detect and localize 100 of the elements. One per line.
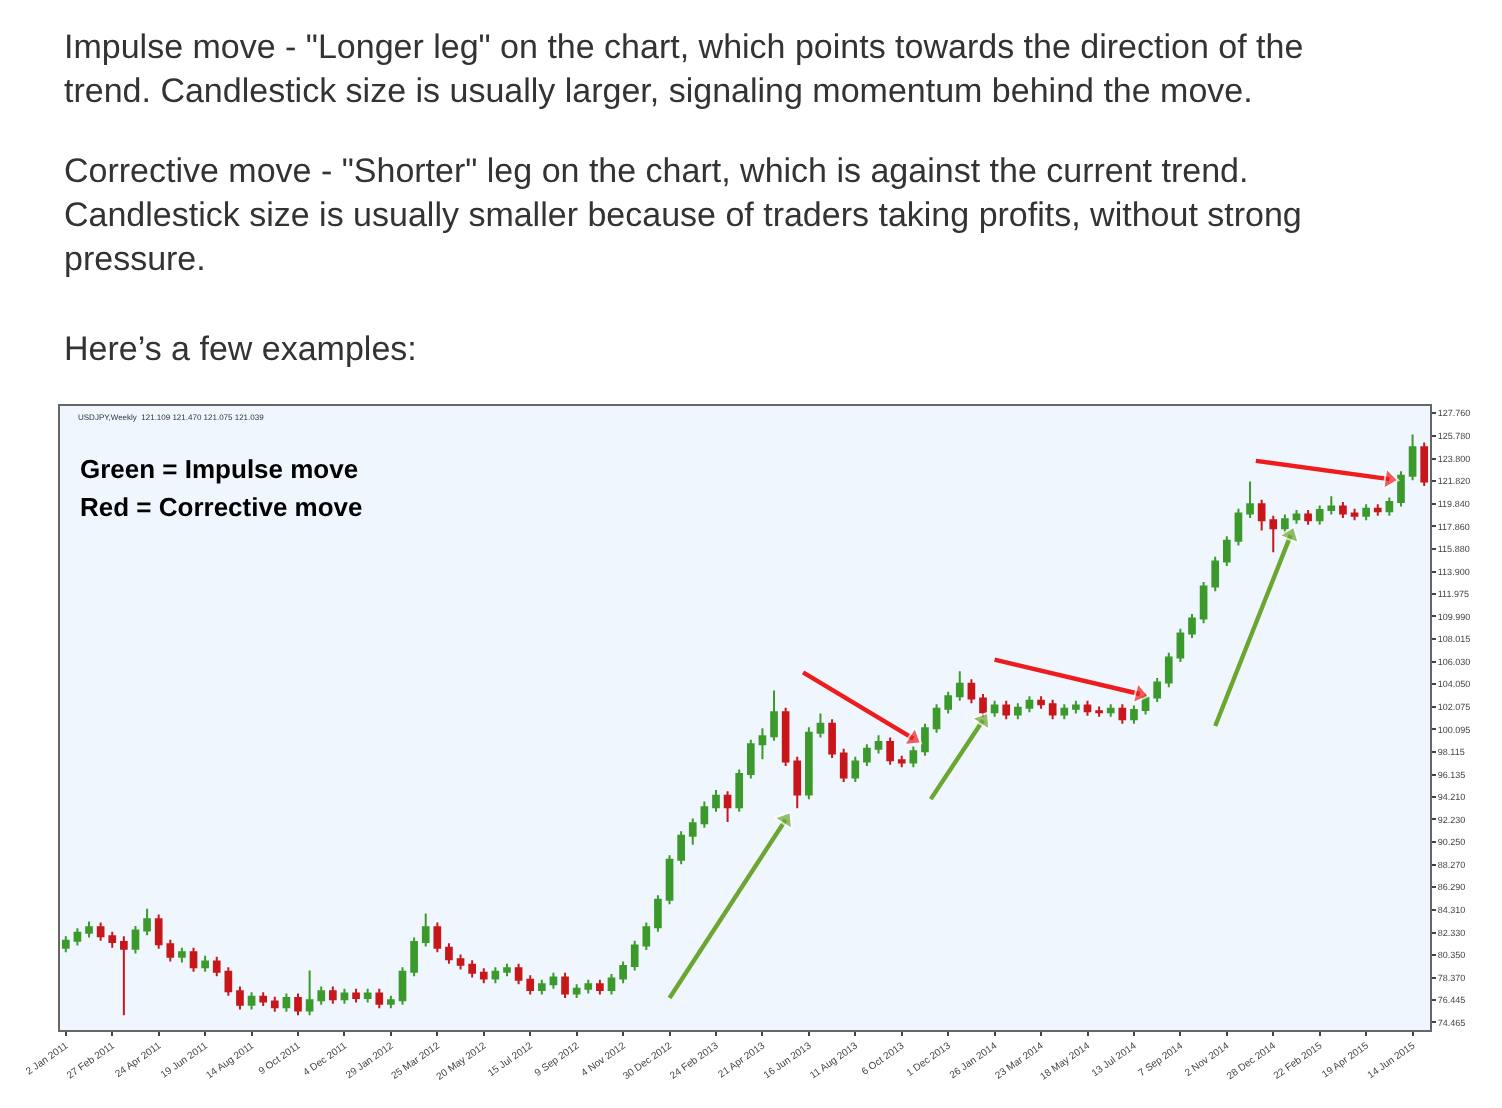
candlestick <box>1060 703 1069 721</box>
candlestick <box>851 755 860 783</box>
annotation: Green = Impulse move <box>80 454 359 484</box>
candlestick <box>526 974 535 996</box>
candlestick <box>445 942 453 965</box>
candlestick <box>712 789 720 813</box>
candlestick <box>108 930 117 949</box>
candlestick <box>1211 555 1220 593</box>
candlestick <box>1025 695 1034 714</box>
candlestick <box>607 973 616 996</box>
candlestick <box>665 854 674 906</box>
candlestick <box>247 991 256 1011</box>
candlestick <box>596 978 604 996</box>
candlestick <box>85 920 93 939</box>
candlestick <box>270 995 279 1013</box>
candlestick <box>491 966 500 985</box>
candlestick <box>793 755 802 810</box>
candlestick <box>1420 441 1429 487</box>
candlestick <box>886 736 894 766</box>
text: Corrective move - "Shorter" leg on the chart, which is against the current trend. Candlestick size is usually smaller because of traders taking profits, without strong pressure. <box>64 152 1302 279</box>
candlestick <box>61 935 70 954</box>
candlestick <box>1164 651 1173 689</box>
candlestick <box>863 743 871 767</box>
candlestick <box>990 699 999 718</box>
annotation: Red = Corrective move <box>80 492 363 522</box>
candlestick <box>932 703 941 734</box>
candlestick <box>305 969 314 1017</box>
candlestick <box>805 726 813 801</box>
candlestick <box>1304 509 1312 526</box>
candlestick <box>317 985 326 1006</box>
candlestick <box>259 991 268 1007</box>
candlestick <box>1002 699 1011 721</box>
candlestick <box>73 927 82 947</box>
candlestick <box>1222 535 1231 567</box>
candlestick <box>201 954 209 973</box>
candlestick <box>294 992 302 1017</box>
candlestick <box>212 955 221 978</box>
candlestick <box>839 747 848 783</box>
candlestick <box>874 734 883 755</box>
text: Here’s a few examples: <box>64 330 417 368</box>
candlestick <box>758 727 767 761</box>
candlestick <box>909 745 918 769</box>
candlestick <box>1095 705 1103 718</box>
candlestick <box>1373 503 1382 517</box>
candlestick <box>224 966 233 997</box>
candlestick <box>1048 698 1057 721</box>
candlestick <box>143 907 151 937</box>
candlestick <box>421 912 430 948</box>
candlestick <box>329 985 337 1005</box>
candlestick <box>1037 695 1045 710</box>
candlestick <box>967 678 976 705</box>
candlestick <box>178 946 186 964</box>
candlestick <box>1362 503 1370 522</box>
candlestick <box>1188 613 1196 639</box>
candlestick <box>1153 677 1161 703</box>
candlestick <box>1234 507 1243 547</box>
candlestick <box>120 935 128 1017</box>
candlestick <box>816 712 825 739</box>
candlestick <box>955 670 964 702</box>
candlestick <box>828 718 836 759</box>
candlestick <box>131 925 140 955</box>
candlestick <box>735 768 744 813</box>
candlestick <box>677 830 685 866</box>
candlestick <box>468 959 476 979</box>
candlestick <box>537 978 546 996</box>
candlestick <box>352 987 360 1004</box>
candlestick <box>1339 501 1347 519</box>
candlestick <box>561 971 569 999</box>
candlestick <box>1176 627 1185 663</box>
candlestick <box>410 936 418 978</box>
candlestick <box>921 722 929 757</box>
candlestick <box>723 790 732 823</box>
candlestick <box>770 689 778 742</box>
candlestick <box>282 992 291 1013</box>
candlestick <box>340 987 349 1005</box>
candlestick <box>619 960 627 985</box>
candlestick <box>700 800 709 829</box>
candlestick <box>433 921 442 954</box>
candlestick <box>897 754 906 769</box>
candlestick <box>456 953 465 971</box>
candlestick <box>1106 703 1115 718</box>
candlestick <box>1292 509 1301 525</box>
candlestick <box>1397 470 1405 508</box>
candlestick <box>781 706 790 767</box>
candlestick <box>1118 703 1127 725</box>
candlestick <box>944 690 953 715</box>
candlestick <box>1385 496 1394 517</box>
candlestick <box>1072 699 1080 715</box>
candlestick <box>1014 702 1022 721</box>
candlestick <box>96 921 105 942</box>
candlestick <box>398 966 407 1006</box>
candlestick <box>1350 507 1359 522</box>
candlestick <box>503 962 511 978</box>
candlestick <box>514 962 523 986</box>
candlestick <box>363 987 372 1004</box>
candlestick <box>375 987 384 1010</box>
candlestick <box>654 894 662 933</box>
candlestick <box>1199 581 1208 625</box>
candlestick <box>1130 704 1138 725</box>
candlestick <box>236 985 244 1011</box>
